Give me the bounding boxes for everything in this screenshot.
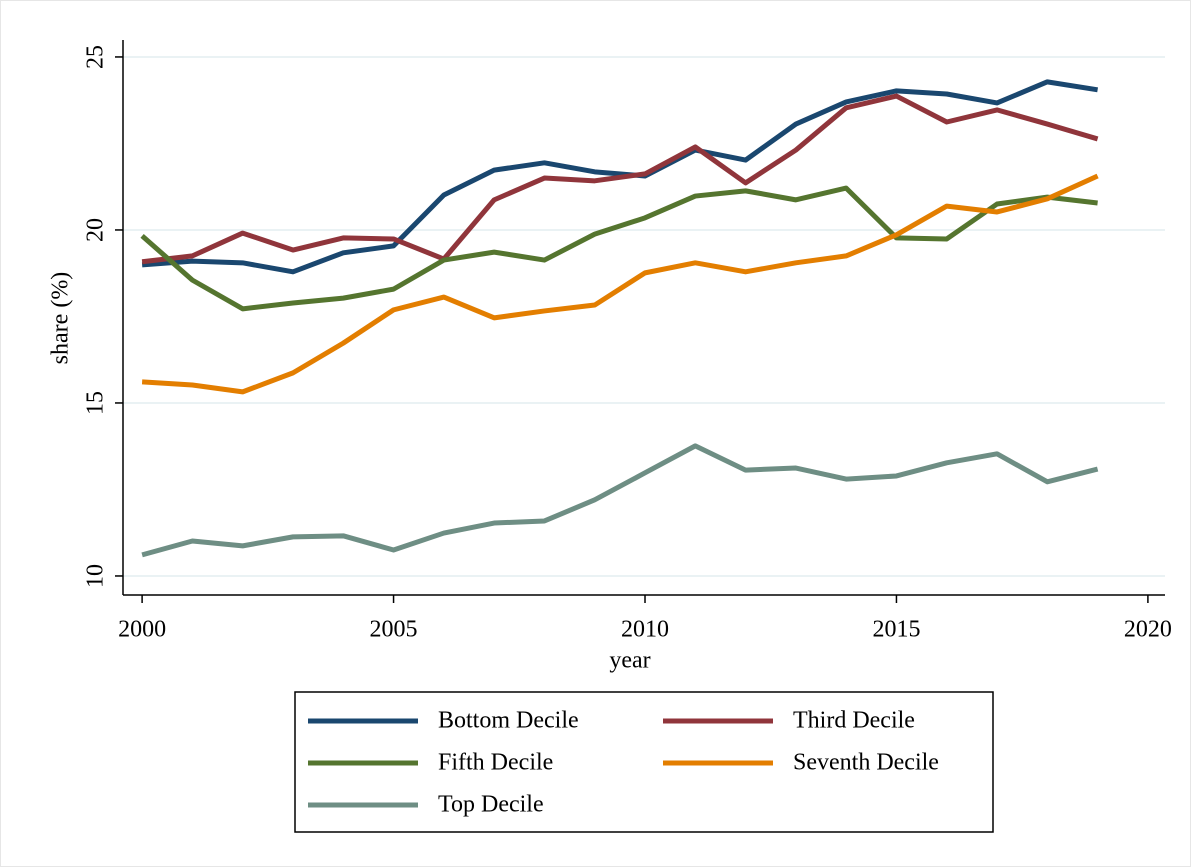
- legend-label: Bottom Decile: [438, 708, 579, 734]
- legend-label: Seventh Decile: [793, 750, 939, 776]
- legend-label: Third Decile: [793, 708, 915, 734]
- x-tick-label: 2020: [1124, 617, 1172, 643]
- x-axis-label: year: [609, 648, 650, 674]
- y-tick-label: 15: [83, 391, 109, 415]
- legend-label: Top Decile: [438, 792, 544, 818]
- series-line: [141, 93, 1099, 265]
- series-line: [141, 173, 1099, 395]
- x-tick-label: 2005: [370, 617, 418, 643]
- series-line: [140, 185, 1098, 312]
- y-tick-label: 10: [83, 564, 109, 588]
- y-tick-label: 20: [83, 218, 109, 242]
- x-tick-label: 2015: [872, 617, 920, 643]
- legend-label: Fifth Decile: [438, 750, 553, 776]
- y-axis-label: share (%): [48, 272, 74, 365]
- series-line: [141, 79, 1099, 275]
- x-tick-label: 2000: [118, 617, 166, 643]
- series-line: [141, 443, 1099, 558]
- y-tick-label: 25: [83, 45, 109, 69]
- x-tick-label: 2010: [621, 617, 669, 643]
